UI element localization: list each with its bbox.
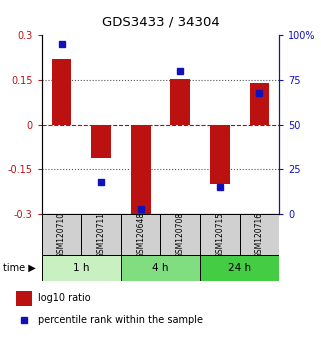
Bar (249, 83, 269, 125)
Text: time ▶: time ▶ (3, 263, 35, 273)
Text: 1 h: 1 h (73, 263, 90, 273)
Bar (121, 214, 160, 255)
Text: GDS3433 / 34304: GDS3433 / 34304 (102, 16, 219, 29)
Text: GSM120710: GSM120710 (57, 211, 66, 258)
Text: 24 h: 24 h (228, 263, 251, 273)
Text: GSM120716: GSM120716 (255, 211, 264, 258)
Bar (200, 255, 279, 281)
Text: GSM120711: GSM120711 (97, 212, 106, 257)
Bar (121, 255, 200, 281)
Bar (42, 214, 81, 255)
Text: 4 h: 4 h (152, 263, 169, 273)
Text: GSM120715: GSM120715 (215, 211, 224, 258)
Text: GSM120648: GSM120648 (136, 211, 145, 258)
Text: percentile rank within the sample: percentile rank within the sample (38, 315, 203, 325)
Bar (42, 255, 121, 281)
Bar (91, 125, 111, 158)
Bar (200, 214, 240, 255)
Text: log10 ratio: log10 ratio (38, 293, 91, 303)
Bar (131, 125, 151, 214)
Bar (160, 214, 200, 255)
Bar (52, 59, 71, 125)
Bar (16, 291, 32, 306)
Bar (210, 125, 230, 184)
Text: GSM120708: GSM120708 (176, 211, 185, 258)
Bar (81, 214, 121, 255)
Bar (240, 214, 279, 255)
Bar (170, 79, 190, 125)
